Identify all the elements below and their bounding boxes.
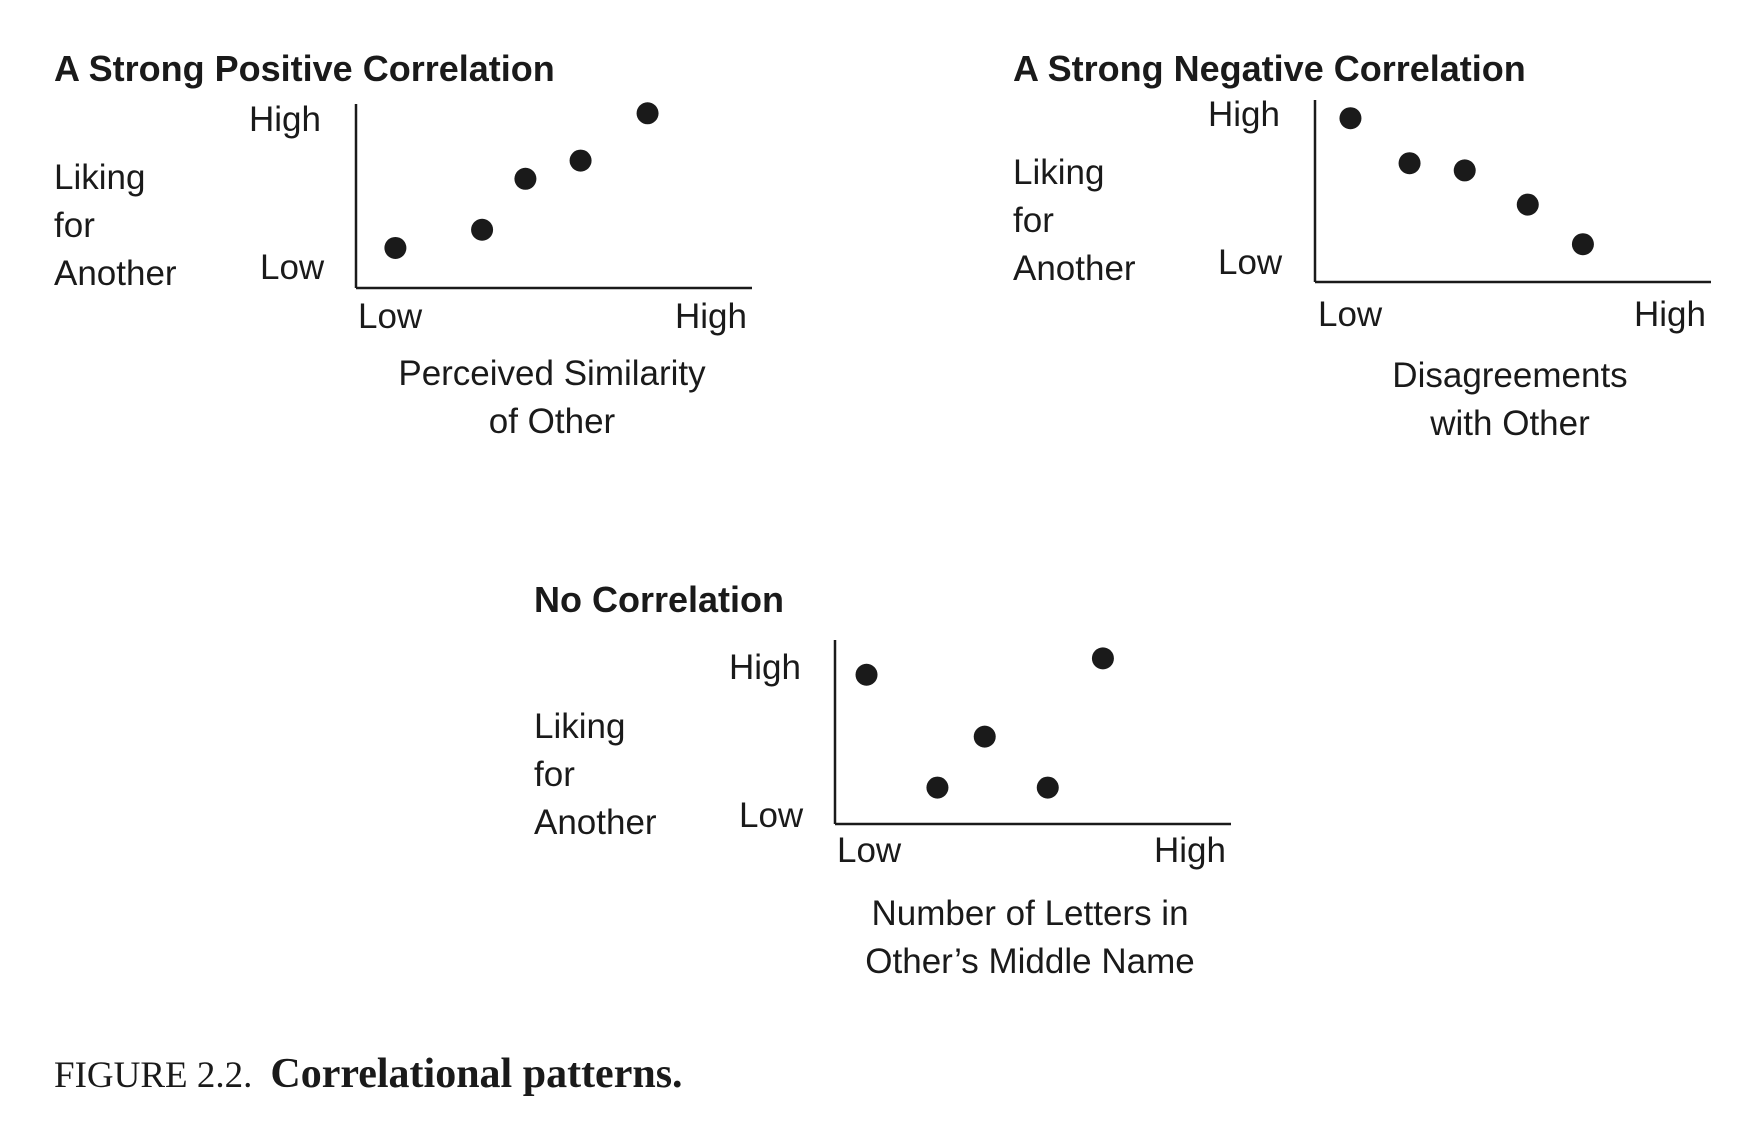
x-axis-label: Disagreements with Other xyxy=(1310,352,1710,448)
chart-title: No Correlation xyxy=(534,579,785,620)
y-axis-label: Liking for Another xyxy=(534,703,657,847)
data-point-4 xyxy=(569,149,592,172)
chart-title: A Strong Positive Correlation xyxy=(54,48,555,89)
y-axis-label: Liking for Another xyxy=(1013,149,1136,293)
data-point-1 xyxy=(1339,107,1362,130)
x-axis-label-line-2: of Other xyxy=(488,402,616,441)
data-point-5 xyxy=(636,102,659,125)
x-axis-label-line-2: Other’s Middle Name xyxy=(865,942,1195,981)
y-axis-label-line-2: Another xyxy=(1013,249,1136,288)
scatter-plot xyxy=(1313,100,1711,284)
x-tick-high: High xyxy=(1154,831,1226,870)
y-tick-low: Low xyxy=(1218,243,1283,282)
data-point-2 xyxy=(471,218,494,241)
scatter-plot xyxy=(354,102,752,290)
x-tick-low: Low xyxy=(837,831,902,870)
y-axis-label-line-1: Liking for xyxy=(54,158,146,245)
data-point-5 xyxy=(1091,647,1114,670)
y-tick-low: Low xyxy=(260,248,325,287)
x-axis-label-line-1: Disagreements xyxy=(1392,356,1628,395)
chart-title: A Strong Negative Correlation xyxy=(1013,48,1526,89)
y-axis-label-line-2: Another xyxy=(54,254,177,293)
y-axis-label-line-1: Liking for xyxy=(534,707,626,794)
figure-caption-text: Correlational patterns. xyxy=(270,1051,683,1097)
figure-caption: FIGURE 2.2. Correlational patterns. xyxy=(54,1050,683,1098)
x-axis-label-line-1: Perceived Similarity xyxy=(398,354,706,393)
y-tick-high: High xyxy=(249,100,321,139)
data-point-1 xyxy=(855,663,878,686)
scatter-plot xyxy=(833,640,1231,826)
data-point-3 xyxy=(973,725,996,748)
y-axis-label-line-1: Liking for xyxy=(1013,153,1105,240)
data-point-3 xyxy=(1453,159,1476,182)
data-point-4 xyxy=(1516,193,1539,216)
data-point-5 xyxy=(1571,233,1594,256)
y-axis-label-line-2: Another xyxy=(534,803,657,842)
x-tick-low: Low xyxy=(358,297,423,336)
y-tick-low: Low xyxy=(739,796,804,835)
data-point-3 xyxy=(514,167,537,190)
x-axis-label: Number of Letters in Other’s Middle Name xyxy=(830,890,1230,986)
x-axis-label-line-2: with Other xyxy=(1430,404,1590,443)
x-tick-low: Low xyxy=(1318,295,1383,334)
x-tick-high: High xyxy=(1634,295,1706,334)
data-point-4 xyxy=(1036,776,1059,799)
x-axis-label: Perceived Similarity of Other xyxy=(352,350,752,446)
y-axis-label: Liking for Another xyxy=(54,154,177,298)
data-point-1 xyxy=(384,236,407,259)
y-tick-high: High xyxy=(1208,95,1280,134)
x-tick-high: High xyxy=(675,297,747,336)
y-tick-high: High xyxy=(729,648,801,687)
data-point-2 xyxy=(926,776,949,799)
data-point-2 xyxy=(1398,152,1421,175)
x-axis-label-line-1: Number of Letters in xyxy=(871,894,1189,933)
figure-number: FIGURE 2.2. xyxy=(54,1055,253,1096)
